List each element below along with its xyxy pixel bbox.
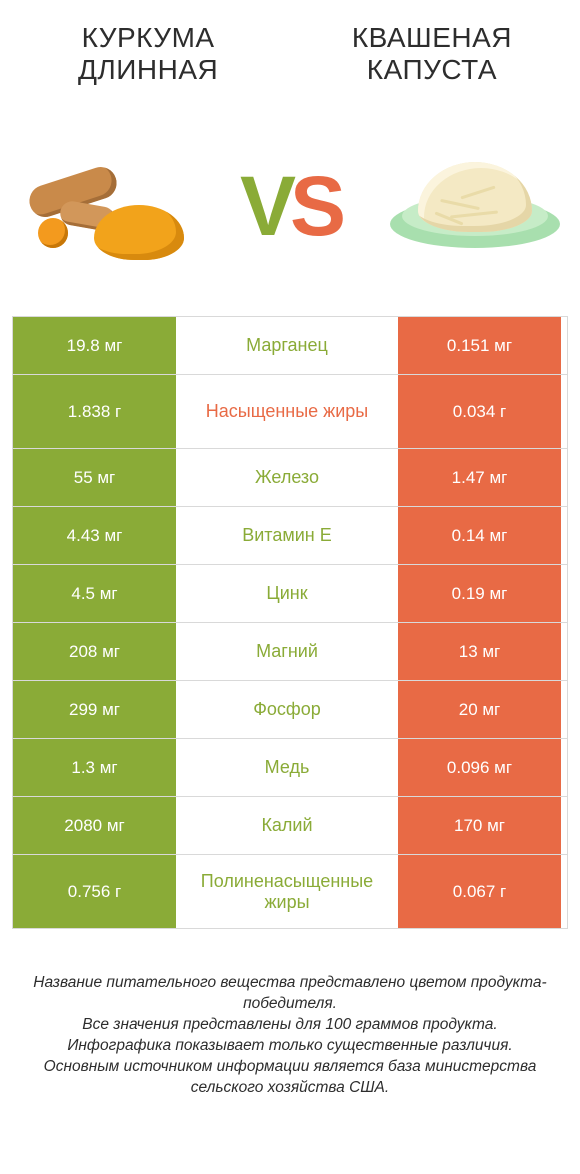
left-value: 4.43 мг bbox=[13, 507, 176, 564]
left-value: 208 мг bbox=[13, 623, 176, 680]
left-value: 1.3 мг bbox=[13, 739, 176, 796]
table-row: 0.756 гПолиненасыщенные жиры0.067 г bbox=[13, 855, 567, 929]
right-value: 170 мг bbox=[398, 797, 561, 854]
left-value: 1.838 г bbox=[13, 375, 176, 448]
nutrient-name: Медь bbox=[176, 739, 398, 796]
nutrient-name: Фосфор bbox=[176, 681, 398, 738]
left-value: 4.5 мг bbox=[13, 565, 176, 622]
nutrient-name: Железо bbox=[176, 449, 398, 506]
right-value: 20 мг bbox=[398, 681, 561, 738]
table-row: 4.5 мгЦинк0.19 мг bbox=[13, 565, 567, 623]
turmeric-illustration bbox=[20, 146, 190, 266]
vs-v: V bbox=[240, 159, 290, 253]
nutrient-name: Полиненасыщенные жиры bbox=[176, 855, 398, 928]
left-value: 55 мг bbox=[13, 449, 176, 506]
vs-s: S bbox=[290, 159, 340, 253]
footer-line-3: Инфографика показывает только существенн… bbox=[30, 1036, 550, 1057]
right-value: 1.47 мг bbox=[398, 449, 561, 506]
table-row: 2080 мгКалий170 мг bbox=[13, 797, 567, 855]
right-value: 0.034 г bbox=[398, 375, 561, 448]
infographic-page: КУРКУМА ДЛИННАЯ КВАШЕНАЯ КАПУСТА VS bbox=[0, 0, 580, 1174]
comparison-table: 19.8 мгМарганец0.151 мг1.838 гНасыщенные… bbox=[12, 316, 568, 929]
nutrient-name: Калий bbox=[176, 797, 398, 854]
table-row: 19.8 мгМарганец0.151 мг bbox=[13, 317, 567, 375]
nutrient-name: Витамин E bbox=[176, 507, 398, 564]
left-value: 19.8 мг bbox=[13, 317, 176, 374]
left-value: 0.756 г bbox=[13, 855, 176, 928]
right-value: 0.067 г bbox=[398, 855, 561, 928]
nutrient-name: Насыщенные жиры bbox=[176, 375, 398, 448]
sauerkraut-illustration bbox=[390, 146, 560, 266]
right-value: 13 мг bbox=[398, 623, 561, 680]
table-row: 55 мгЖелезо1.47 мг bbox=[13, 449, 567, 507]
nutrient-name: Цинк bbox=[176, 565, 398, 622]
table-row: 1.838 гНасыщенные жиры0.034 г bbox=[13, 375, 567, 449]
left-value: 2080 мг bbox=[13, 797, 176, 854]
table-row: 4.43 мгВитамин E0.14 мг bbox=[13, 507, 567, 565]
titles-row: КУРКУМА ДЛИННАЯ КВАШЕНАЯ КАПУСТА bbox=[12, 22, 568, 86]
right-value: 0.151 мг bbox=[398, 317, 561, 374]
right-value: 0.14 мг bbox=[398, 507, 561, 564]
table-row: 1.3 мгМедь0.096 мг bbox=[13, 739, 567, 797]
nutrient-name: Магний bbox=[176, 623, 398, 680]
hero-row: VS bbox=[12, 126, 568, 286]
nutrient-name: Марганец bbox=[176, 317, 398, 374]
table-row: 208 мгМагний13 мг bbox=[13, 623, 567, 681]
right-value: 0.096 мг bbox=[398, 739, 561, 796]
table-row: 299 мгФосфор20 мг bbox=[13, 681, 567, 739]
footer-line-2: Все значения представлены для 100 граммо… bbox=[30, 1015, 550, 1036]
footer-notes: Название питательного вещества представл… bbox=[12, 973, 568, 1123]
vs-label: VS bbox=[240, 164, 340, 248]
left-value: 299 мг bbox=[13, 681, 176, 738]
left-product-title: КУРКУМА ДЛИННАЯ bbox=[32, 22, 264, 86]
footer-line-1: Название питательного вещества представл… bbox=[30, 973, 550, 1015]
footer-line-4: Основным источником информации является … bbox=[30, 1057, 550, 1099]
right-value: 0.19 мг bbox=[398, 565, 561, 622]
right-product-title: КВАШЕНАЯ КАПУСТА bbox=[316, 22, 548, 86]
